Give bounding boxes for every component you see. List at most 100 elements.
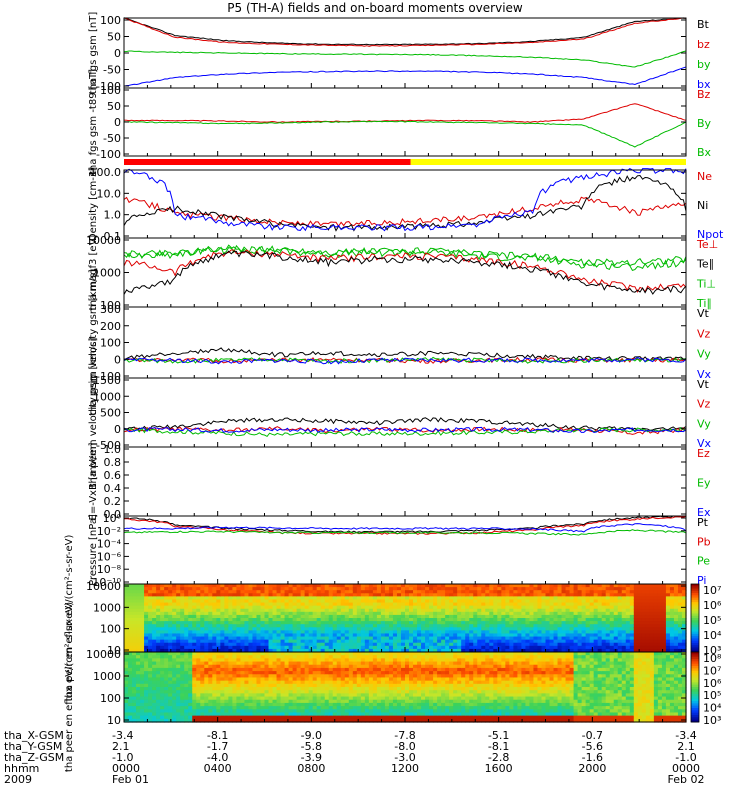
heatmap-cell <box>372 590 378 594</box>
heatmap-cell <box>216 611 221 616</box>
heatmap-cell <box>340 655 346 659</box>
heatmap-cell <box>509 642 514 647</box>
heatmap-cell <box>280 587 286 591</box>
heatmap-cell <box>272 658 278 663</box>
colorbar-cell <box>691 633 699 637</box>
heatmap-cell <box>505 611 510 616</box>
heatmap-cell <box>208 624 213 628</box>
heatmap-cell <box>621 590 627 594</box>
heatmap-cell <box>292 687 298 691</box>
heatmap-cell <box>192 636 197 641</box>
heatmap-cell <box>272 633 278 638</box>
heatmap-cell <box>364 661 370 666</box>
heatmap-cell <box>469 633 474 638</box>
heatmap-cell <box>521 633 527 638</box>
heatmap-cell <box>581 614 587 619</box>
heatmap-cell <box>268 709 274 714</box>
heatmap-cell <box>429 648 434 653</box>
heatmap-cell <box>228 718 233 723</box>
heatmap-cell <box>176 618 181 622</box>
heatmap-cell <box>364 655 370 659</box>
heatmap-cell <box>244 587 250 591</box>
heatmap-cell <box>449 621 454 625</box>
heatmap-cell <box>348 608 354 613</box>
heatmap-cell <box>192 652 197 656</box>
heatmap-cell <box>421 630 426 635</box>
heatmap-cell <box>232 712 237 717</box>
heatmap-cell <box>252 702 258 707</box>
heatmap-cell <box>292 671 298 675</box>
heatmap-cell <box>356 593 362 597</box>
heatmap-cell <box>172 593 177 597</box>
heatmap-cell <box>392 590 398 594</box>
heatmap-cell <box>228 642 233 647</box>
heatmap-cell <box>272 674 278 679</box>
heatmap-cell <box>128 655 133 659</box>
heatmap-cell <box>352 683 358 688</box>
heatmap-cell <box>324 715 330 720</box>
heatmap-cell <box>413 624 418 628</box>
heatmap-cell <box>356 699 362 704</box>
heatmap-cell <box>677 608 683 613</box>
heatmap-cell <box>196 630 201 635</box>
heatmap-cell <box>352 639 358 644</box>
colorbar-cell <box>691 606 699 610</box>
heatmap-cell <box>264 696 270 701</box>
heatmap-cell <box>545 642 551 647</box>
heatmap-cell <box>481 584 486 588</box>
heatmap-cell <box>212 614 217 619</box>
heatmap-cell <box>473 618 478 622</box>
heatmap-cell <box>132 671 137 675</box>
heatmap-cell <box>236 633 242 638</box>
heatmap-cell <box>356 645 362 650</box>
heatmap-cell <box>152 596 157 601</box>
heatmap-cell <box>128 677 133 682</box>
heatmap-cell <box>593 636 599 641</box>
heatmap-cell <box>360 671 366 675</box>
heatmap-cell <box>132 712 137 717</box>
heatmap-cell <box>493 614 498 619</box>
heatmap-cell <box>461 645 466 650</box>
heatmap-cell <box>292 706 298 710</box>
heatmap-cell <box>260 605 266 610</box>
heatmap-cell <box>425 648 430 653</box>
heatmap-cell <box>581 636 587 641</box>
heatmap-cell <box>316 639 322 644</box>
heatmap-cell <box>200 593 205 597</box>
heatmap-cell <box>405 602 410 607</box>
heatmap-cell <box>601 633 607 638</box>
heatmap-cell <box>156 627 161 631</box>
heatmap-cell <box>501 642 506 647</box>
heatmap-cell <box>236 671 242 675</box>
heatmap-cell <box>192 690 197 694</box>
heatmap-cell <box>388 596 394 601</box>
heatmap-cell <box>296 599 302 604</box>
heatmap-cell <box>240 618 246 622</box>
heatmap-cell <box>557 627 563 631</box>
heatmap-cell <box>328 618 334 622</box>
heatmap-cell <box>172 661 177 666</box>
heatmap-cell <box>144 696 149 701</box>
heatmap-cell <box>252 605 258 610</box>
heatmap-cell <box>477 648 482 653</box>
heatmap-cell <box>160 664 165 669</box>
heatmap-cell <box>256 683 262 688</box>
heatmap-cell <box>617 618 623 622</box>
heatmap-cell <box>352 718 358 723</box>
heatmap-cell <box>621 642 627 647</box>
heatmap-cell <box>144 715 149 720</box>
heatmap-cell <box>384 667 390 672</box>
heatmap-cell <box>677 602 683 607</box>
heatmap-cell <box>260 687 266 691</box>
heatmap-cell <box>284 627 290 631</box>
heatmap-cell <box>204 680 209 685</box>
heatmap-cell <box>188 706 193 710</box>
heatmap-cell <box>264 706 270 710</box>
heatmap-cell <box>605 587 611 591</box>
heatmap-cell <box>637 636 643 641</box>
heatmap-cell <box>204 618 209 622</box>
heatmap-cell <box>192 687 197 691</box>
heatmap-cell <box>593 602 599 607</box>
heatmap-cell <box>236 590 242 594</box>
heatmap-cell <box>485 645 490 650</box>
